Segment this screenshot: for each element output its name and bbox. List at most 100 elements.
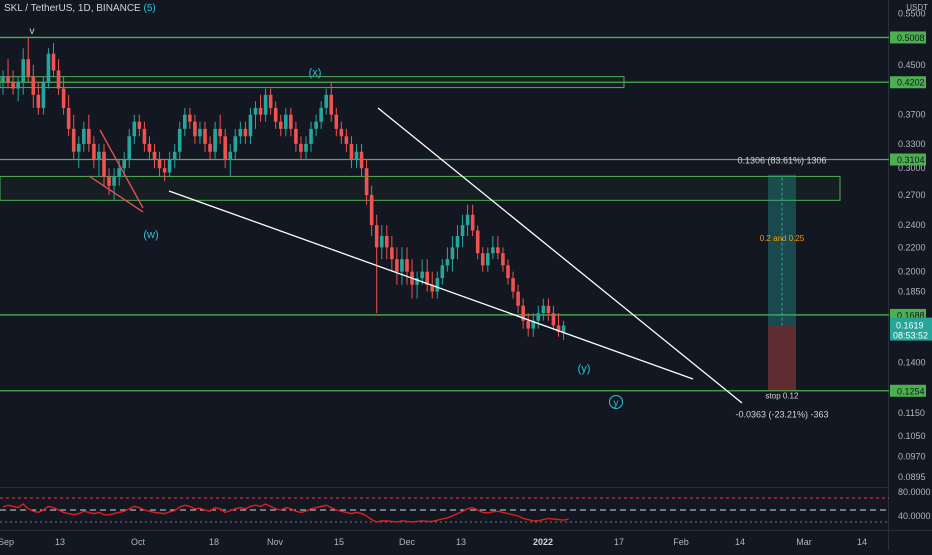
candle xyxy=(319,107,323,122)
candle xyxy=(470,214,475,231)
candle xyxy=(496,247,500,254)
candle xyxy=(435,278,440,292)
candle xyxy=(405,259,409,272)
candle xyxy=(147,143,152,152)
candle xyxy=(289,114,293,129)
wave-label-x: (x) xyxy=(309,67,322,79)
candle xyxy=(203,128,207,144)
candle xyxy=(188,114,192,122)
candle xyxy=(531,320,536,329)
level-price-label: 0.1254 xyxy=(897,386,925,396)
candle xyxy=(334,114,339,129)
small-wedge-upper-line xyxy=(99,129,144,209)
candle xyxy=(26,59,31,77)
target-label: 0.1306 (83.61%) 1306 xyxy=(737,156,826,166)
candle xyxy=(183,114,187,129)
candle xyxy=(541,305,546,314)
level-price-badge xyxy=(890,76,926,89)
candle xyxy=(167,159,172,173)
candle xyxy=(420,271,424,279)
candle xyxy=(172,151,177,160)
price-tick-label: 0.4500 xyxy=(898,60,926,70)
candle xyxy=(11,82,15,89)
candle xyxy=(551,313,556,326)
time-tick-label: 15 xyxy=(334,537,344,547)
candle xyxy=(385,236,389,248)
candle xyxy=(223,136,227,160)
candle xyxy=(177,128,182,152)
candle xyxy=(324,94,328,108)
candles-layer xyxy=(1,37,566,341)
candle xyxy=(92,143,96,160)
candle xyxy=(1,76,5,83)
candle xyxy=(273,107,278,122)
candle xyxy=(480,253,485,266)
candle xyxy=(268,94,273,108)
candle xyxy=(46,53,51,83)
candle xyxy=(516,291,520,306)
candle xyxy=(248,114,253,137)
countdown-label: 08:53:52 xyxy=(893,331,928,341)
stop-label: stop 0.12 xyxy=(766,391,799,400)
candle xyxy=(329,94,334,115)
price-tick-label: 0.1150 xyxy=(898,408,925,418)
stop-stats-label: -0.0363 (-23.21%) -363 xyxy=(735,409,828,419)
level-price-badge xyxy=(890,384,926,397)
time-tick-label: Mar xyxy=(796,537,812,547)
wedge-upper-trendline xyxy=(377,107,743,404)
wave-label-y-paren: (y) xyxy=(578,363,591,375)
candle xyxy=(253,107,258,115)
candle xyxy=(36,94,41,108)
price-tick-label: 0.1400 xyxy=(898,358,926,368)
candle xyxy=(198,128,202,137)
time-tick-label: Feb xyxy=(673,537,689,547)
position-note: 0.2 and 0.25 xyxy=(760,234,805,243)
time-tick-label: 18 xyxy=(209,537,219,547)
currency-label: USDT xyxy=(906,3,928,12)
candle xyxy=(56,70,61,89)
candle xyxy=(97,151,101,160)
candle xyxy=(349,143,354,160)
current-price-label: 0.1619 xyxy=(896,321,924,331)
candle xyxy=(309,128,313,144)
time-tick-label: Sep xyxy=(0,537,14,547)
rsi-tick-label: 40.0000 xyxy=(898,511,931,521)
candle xyxy=(76,143,81,152)
candle xyxy=(415,278,419,285)
time-tick-label: Oct xyxy=(131,537,146,547)
candle xyxy=(16,82,20,89)
candle xyxy=(455,236,460,248)
time-tick-label: Dec xyxy=(399,537,416,547)
wave-label-w: (w) xyxy=(143,229,158,241)
candle xyxy=(61,88,66,108)
wave-marker-5: (5) xyxy=(143,3,156,14)
candle xyxy=(450,247,455,260)
candle xyxy=(137,121,142,129)
candle xyxy=(31,76,36,95)
price-tick-label: 0.3300 xyxy=(898,139,926,149)
candle xyxy=(157,159,162,169)
price-tick-label: 0.0895 xyxy=(898,472,926,482)
small-wedge-lower-line xyxy=(88,175,144,213)
candle xyxy=(238,128,243,137)
candle xyxy=(233,136,238,152)
time-tick-label: 13 xyxy=(55,537,65,547)
time-axis[interactable]: Sep 13 Oct 18 Nov 15 Dec 13 2022 17 Feb 14 Mar 14 xyxy=(0,537,867,547)
candle xyxy=(339,128,344,137)
candle xyxy=(193,121,197,137)
candle xyxy=(314,121,318,129)
candle xyxy=(213,128,217,152)
candle xyxy=(152,151,157,160)
level-price-badge xyxy=(890,153,926,166)
wave-label-v: v xyxy=(30,26,35,37)
price-tick-label: 0.5500 xyxy=(898,9,926,19)
candle xyxy=(122,159,126,169)
symbol-title[interactable]: SKL / TetherUS, 1D, BINANCE (5) xyxy=(4,3,156,14)
candle xyxy=(491,247,495,254)
candle xyxy=(299,143,303,152)
price-tick-label: 0.2200 xyxy=(898,242,926,252)
